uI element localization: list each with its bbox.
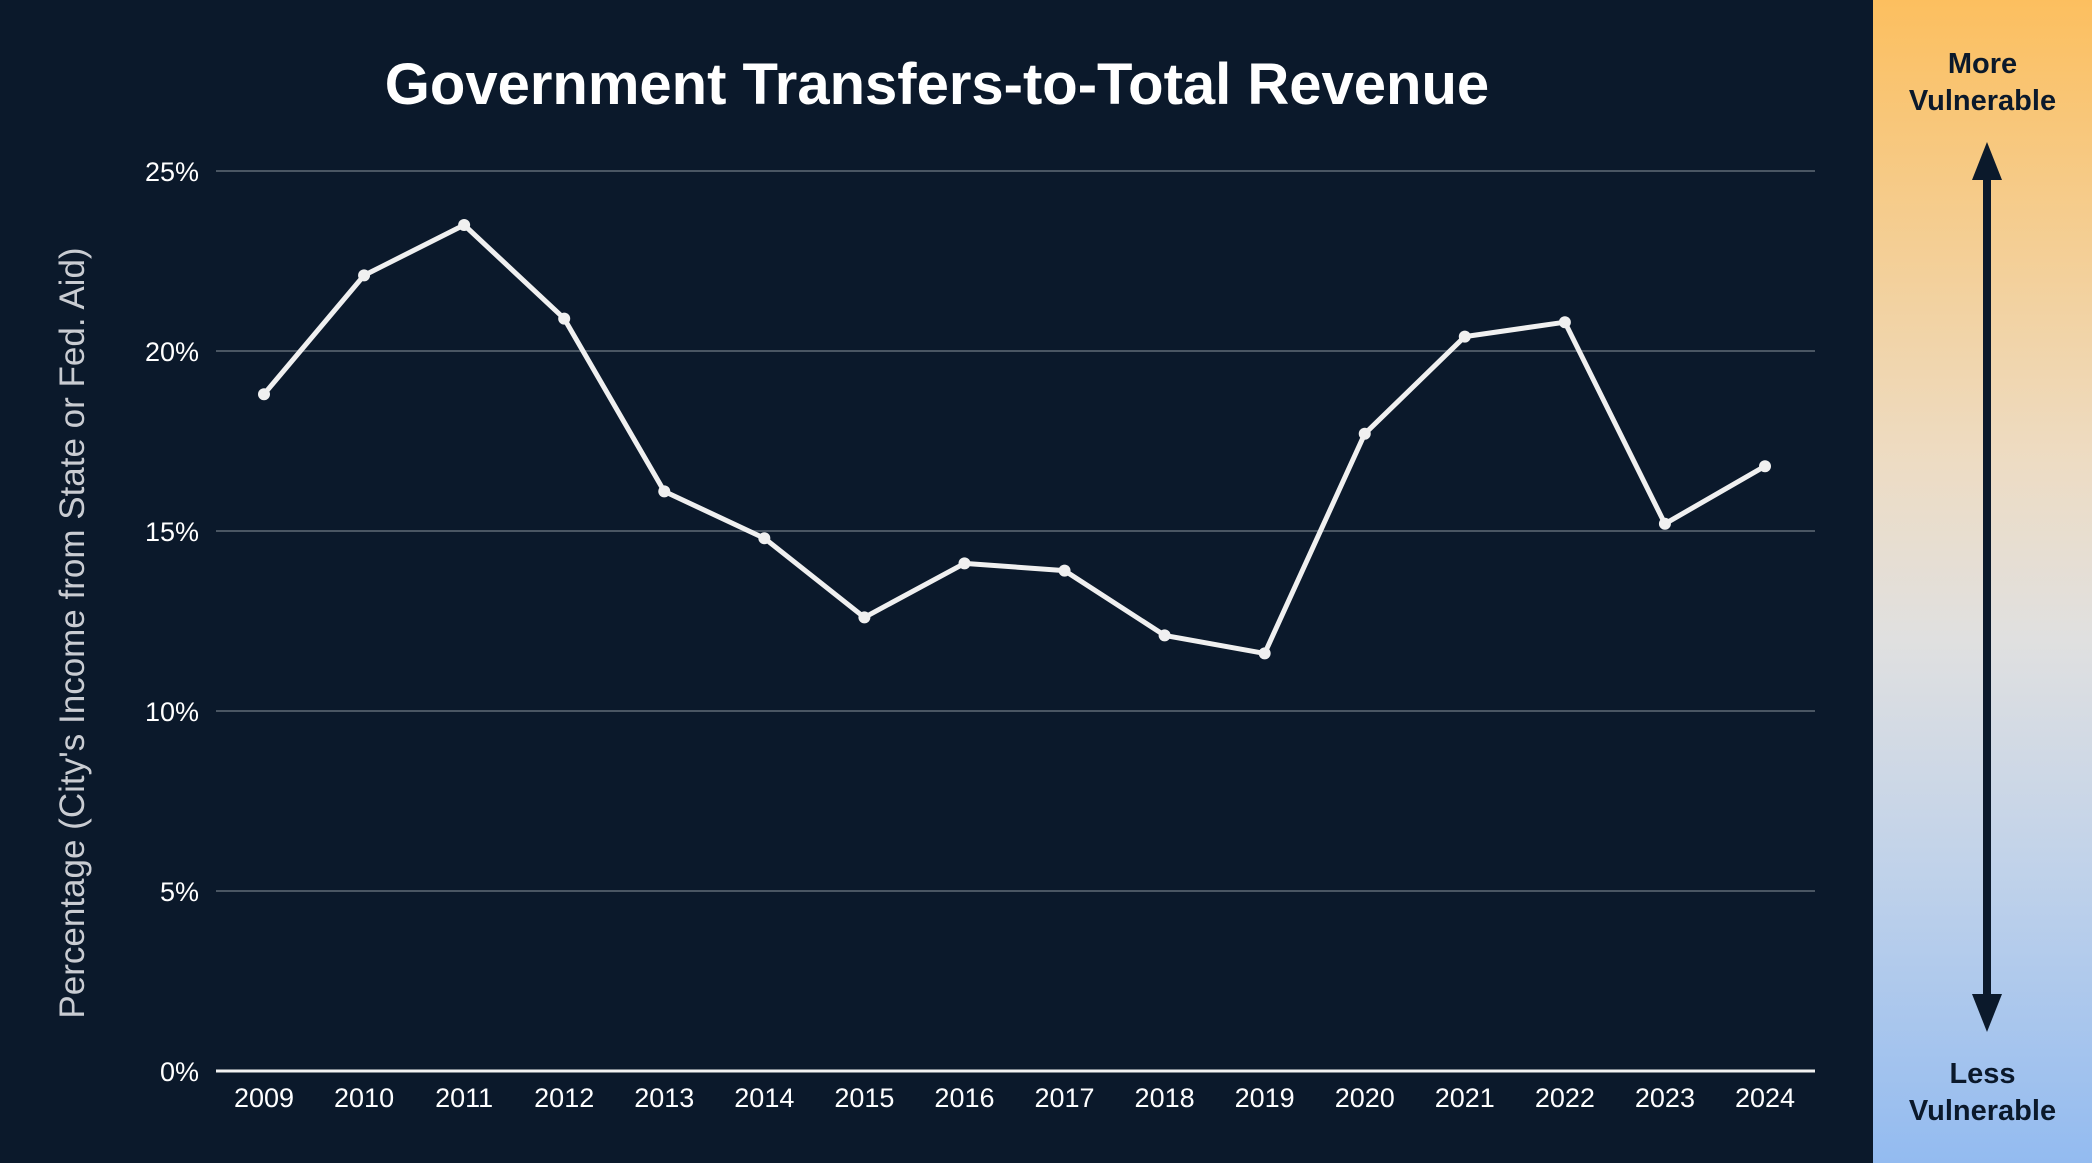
data-point (258, 388, 270, 401)
x-tick-label: 2022 (1535, 1083, 1595, 1113)
x-tick-label: 2010 (334, 1083, 394, 1113)
x-tick-label: 2015 (834, 1083, 894, 1113)
grid-lines (216, 170, 1815, 1073)
series-line (261, 222, 1768, 656)
data-point (858, 611, 871, 624)
x-tick-label: 2024 (1735, 1083, 1795, 1113)
more-vulnerable-line2: Vulnerable (1908, 85, 2057, 117)
y-tick-label: 25% (145, 157, 199, 187)
data-point (758, 532, 771, 545)
more-vulnerable-line1: More (1947, 48, 2018, 80)
x-tick-labels: 2009 2010 2011 2012 2013 2014 2015 2016 2017 2018… (234, 1083, 1795, 1113)
data-point (658, 485, 671, 498)
x-tick-label: 2009 (234, 1083, 294, 1113)
y-tick-labels: 0% 5% 10% 15% 20% 25% (145, 157, 199, 1087)
data-point (1058, 564, 1071, 577)
x-tick-label: 2023 (1635, 1083, 1695, 1113)
data-point (1158, 629, 1171, 642)
data-point (1358, 427, 1371, 440)
x-tick-label: 2014 (734, 1083, 794, 1113)
data-point (1658, 517, 1671, 530)
data-point (1759, 460, 1771, 473)
data-point (1258, 647, 1271, 660)
y-tick-label: 5% (160, 877, 199, 907)
less-vulnerable-line2: Vulnerable (1908, 1095, 2057, 1127)
chart-title: Government Transfers-to-Total Revenue (385, 52, 1489, 117)
y-tick-label: 15% (145, 517, 199, 547)
data-point (958, 557, 971, 570)
x-tick-label: 2017 (1034, 1083, 1094, 1113)
x-tick-label: 2013 (634, 1083, 694, 1113)
data-points (258, 219, 1771, 660)
series-line-layer (261, 222, 1768, 656)
x-tick-label: 2011 (435, 1083, 493, 1113)
data-point (1458, 330, 1471, 343)
y-axis-label: Percentage (City's Income from State or … (53, 247, 92, 1018)
x-tick-label: 2019 (1235, 1083, 1295, 1113)
vulnerability-scale: More Vulnerable Less Vulnerable (1873, 0, 2092, 1163)
double-arrow-icon (1972, 142, 2002, 1032)
x-tick-label: 2016 (934, 1083, 994, 1113)
data-point (458, 219, 471, 231)
more-vulnerable-label: More Vulnerable (1873, 46, 2092, 120)
y-tick-label: 0% (160, 1057, 199, 1087)
y-tick-label: 20% (145, 337, 199, 367)
x-tick-label: 2012 (534, 1083, 594, 1113)
data-point (1558, 316, 1571, 329)
data-point (558, 312, 571, 325)
x-tick-label: 2020 (1335, 1083, 1395, 1113)
less-vulnerable-line1: Less (1949, 1058, 2016, 1090)
less-vulnerable-label: Less Vulnerable (1873, 1056, 2092, 1130)
data-point (358, 269, 371, 282)
y-tick-label: 10% (145, 697, 199, 727)
x-tick-label: 2021 (1435, 1083, 1495, 1113)
x-tick-label: 2018 (1135, 1083, 1195, 1113)
chart: Government Transfers-to-Total Revenue Pe… (53, 52, 1815, 1113)
